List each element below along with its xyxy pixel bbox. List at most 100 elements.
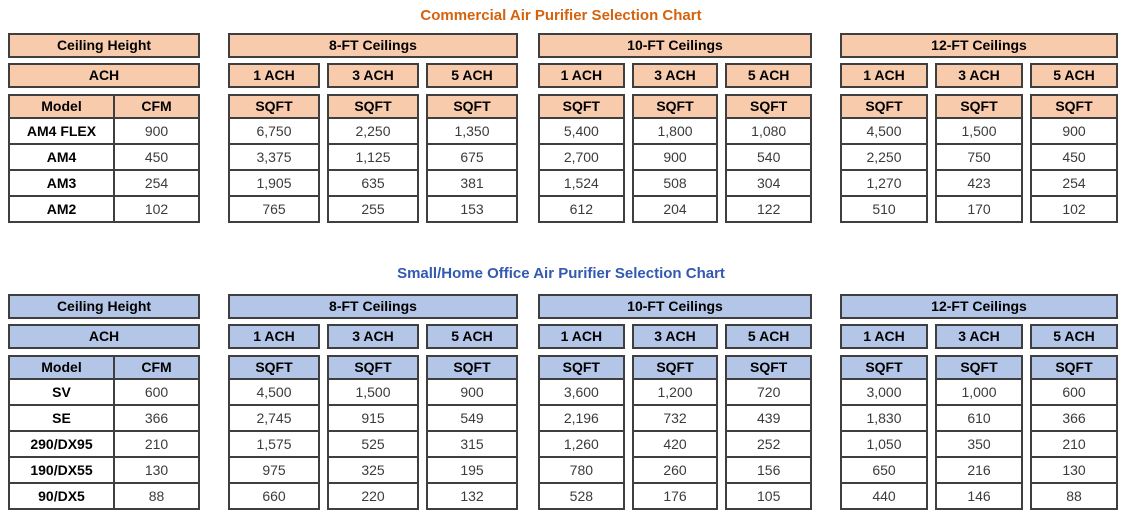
sqft-cell: 195 <box>428 456 516 482</box>
model-cell: 290/DX95 <box>10 432 115 456</box>
table-row-layout: Ceiling Height ACH Model CFM AM4 FLEX 900 AM4 4… <box>0 33 1122 223</box>
model-row: 190/DX55 130 <box>10 456 198 482</box>
sqft-columns: SQFT 4,500 2,745 1,575 975 660 SQFT 1,500 915 525… <box>228 355 518 510</box>
model-cell: 190/DX55 <box>10 458 115 482</box>
section-10ft: 10-FT Ceilings 1 ACH 3 ACH 5 ACH SQFT 5,400 2,… <box>538 33 813 223</box>
sqft-cell: 122 <box>727 195 811 221</box>
ach-option: 3 ACH <box>327 63 419 88</box>
sqft-column: SQFT 4,500 2,250 1,270 510 <box>840 94 928 223</box>
sqft-header: SQFT <box>230 96 318 117</box>
sqft-cell: 3,600 <box>540 378 623 404</box>
ceiling-height-group: Ceiling Height ACH Model CFM AM4 FLEX 900 AM4 4… <box>8 33 200 223</box>
cfm-cell: 600 <box>144 384 169 400</box>
sqft-cell: 750 <box>937 143 1021 169</box>
ach-header: ACH <box>8 63 200 88</box>
ach-option: 3 ACH <box>935 63 1023 88</box>
sqft-header: SQFT <box>937 96 1021 117</box>
sqft-column: SQFT 1,080 540 304 122 <box>725 94 813 223</box>
section-header-10ft: 10-FT Ceilings <box>538 33 812 58</box>
sqft-cell: 900 <box>428 378 516 404</box>
sqft-cell: 650 <box>842 456 926 482</box>
sqft-cell: 1,500 <box>937 117 1021 143</box>
sqft-column: SQFT 1,200 732 420 260 176 <box>631 355 719 510</box>
sqft-column: SQFT 3,600 2,196 1,260 780 528 <box>538 355 625 510</box>
sqft-column: SQFT 5,400 2,700 1,524 612 <box>538 94 625 223</box>
sqft-cell: 146 <box>937 482 1021 508</box>
sqft-cell: 4,500 <box>842 117 926 143</box>
sqft-header: SQFT <box>540 96 623 117</box>
sqft-cell: 105 <box>727 482 811 508</box>
sqft-cell: 732 <box>633 404 717 430</box>
ceiling-height-header: Ceiling Height <box>8 294 200 319</box>
model-cfm-header-row: Model CFM <box>10 357 198 378</box>
ach-header: ACH <box>8 324 200 349</box>
section-header-12ft: 12-FT Ceilings <box>840 294 1118 319</box>
sqft-cell: 765 <box>230 195 318 221</box>
section-header-8ft: 8-FT Ceilings <box>228 33 518 58</box>
sqft-cell: 254 <box>1032 169 1116 195</box>
sqft-columns: SQFT 5,400 2,700 1,524 612 SQFT 1,800 900 508 204… <box>538 94 813 223</box>
sqft-cell: 540 <box>727 143 811 169</box>
sqft-cell: 255 <box>329 195 417 221</box>
sqft-column: SQFT 600 366 210 130 88 <box>1030 355 1118 510</box>
sqft-cell: 204 <box>633 195 717 221</box>
ach-option: 5 ACH <box>1030 63 1118 88</box>
sqft-cell: 510 <box>842 195 926 221</box>
home-office-chart-title: Small/Home Office Air Purifier Selection… <box>397 265 725 282</box>
ach-option: 1 ACH <box>840 324 928 349</box>
sqft-header: SQFT <box>633 96 717 117</box>
model-row: 90/DX5 88 <box>10 482 198 508</box>
sqft-cell: 366 <box>1032 404 1116 430</box>
sqft-columns: SQFT 3,600 2,196 1,260 780 528 SQFT 1,200 732 420… <box>538 355 813 510</box>
commercial-chart-tables: Ceiling Height ACH Model CFM AM4 FLEX 900 AM4 4… <box>0 33 1122 223</box>
sqft-cell: 220 <box>329 482 417 508</box>
sqft-cell: 2,196 <box>540 404 623 430</box>
sqft-cell: 102 <box>1032 195 1116 221</box>
cfm-column-header: CFM <box>115 357 198 378</box>
ach-header-row: 1 ACH 3 ACH 5 ACH <box>840 63 1118 88</box>
sqft-column: SQFT 1,500 750 423 170 <box>935 94 1023 223</box>
model-cell: AM2 <box>10 197 115 221</box>
cfm-cell: 450 <box>144 149 169 165</box>
sqft-cell: 780 <box>540 456 623 482</box>
sqft-cell: 439 <box>727 404 811 430</box>
model-cell: 90/DX5 <box>10 484 115 508</box>
ach-option: 5 ACH <box>426 324 518 349</box>
model-column-header: Model <box>10 96 115 117</box>
sqft-column: SQFT 2,250 1,125 635 255 <box>327 94 419 223</box>
sqft-cell: 260 <box>633 456 717 482</box>
sqft-cell: 1,500 <box>329 378 417 404</box>
sqft-cell: 2,700 <box>540 143 623 169</box>
sqft-cell: 635 <box>329 169 417 195</box>
sqft-cell: 1,830 <box>842 404 926 430</box>
sqft-cell: 525 <box>329 430 417 456</box>
table-row-layout: Ceiling Height ACH Model CFM SV 600 SE 366 290/D… <box>0 294 1122 510</box>
section-12ft: 12-FT Ceilings 1 ACH 3 ACH 5 ACH SQFT 4,500 2,… <box>840 33 1118 223</box>
ach-option: 5 ACH <box>426 63 518 88</box>
sqft-cell: 6,750 <box>230 117 318 143</box>
sqft-column: SQFT 1,000 610 350 216 146 <box>935 355 1023 510</box>
sqft-header: SQFT <box>1032 357 1116 378</box>
cfm-cell: 254 <box>144 175 169 191</box>
model-row: 290/DX95 210 <box>10 430 198 456</box>
ach-option: 5 ACH <box>725 324 813 349</box>
sqft-cell: 915 <box>329 404 417 430</box>
home-office-chart-section: Small/Home Office Air Purifier Selection… <box>0 265 1122 510</box>
cfm-cell: 366 <box>144 410 169 426</box>
sqft-header: SQFT <box>428 357 516 378</box>
cfm-cell: 900 <box>144 123 169 139</box>
section-8ft: 8-FT Ceilings 1 ACH 3 ACH 5 ACH SQFT 6,750 3,3… <box>228 33 518 223</box>
sqft-cell: 210 <box>1032 430 1116 456</box>
sqft-column: SQFT 6,750 3,375 1,905 765 <box>228 94 320 223</box>
sqft-header: SQFT <box>727 96 811 117</box>
sqft-cell: 1,125 <box>329 143 417 169</box>
sqft-cell: 549 <box>428 404 516 430</box>
ceiling-height-group: Ceiling Height ACH Model CFM SV 600 SE 366 290/D… <box>8 294 200 510</box>
ach-option: 1 ACH <box>538 324 625 349</box>
sqft-cell: 420 <box>633 430 717 456</box>
sqft-cell: 1,050 <box>842 430 926 456</box>
sqft-cell: 3,000 <box>842 378 926 404</box>
sqft-cell: 600 <box>1032 378 1116 404</box>
cfm-cell: 88 <box>148 488 165 504</box>
sqft-cell: 1,080 <box>727 117 811 143</box>
